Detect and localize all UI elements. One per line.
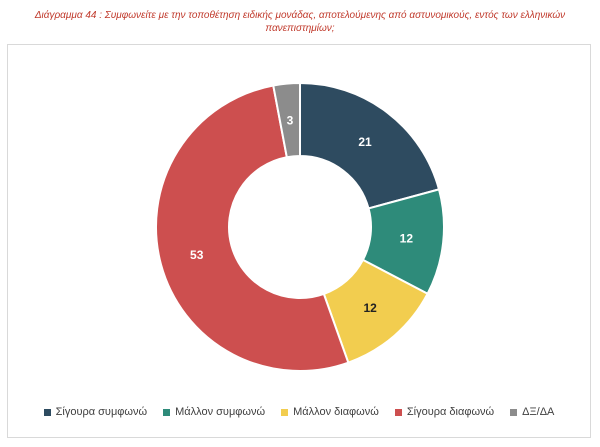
donut-slice bbox=[299, 81, 441, 210]
data-label: 53 bbox=[190, 248, 204, 262]
legend-item: Μάλλον διαφωνώ bbox=[281, 406, 379, 418]
legend-swatch bbox=[43, 408, 51, 416]
legend-swatch bbox=[281, 408, 289, 416]
legend-label: Σίγουρα διαφωνώ bbox=[406, 406, 495, 418]
legend-swatch bbox=[510, 408, 518, 416]
donut-slice bbox=[155, 84, 350, 372]
chart-legend: Σίγουρα συμφωνώ Μάλλον συμφωνώ Μάλλον διαφ… bbox=[8, 406, 590, 418]
data-label: 21 bbox=[358, 135, 372, 149]
chart-title: Διάγραμμα 44 : Συμφωνείτε με την τοποθέτ… bbox=[34, 10, 566, 34]
chart-area: 21 12 12 53 3 Σίγουρα συμφωνώ Μάλλον συμφωνώ Μ… bbox=[7, 44, 591, 438]
data-label: 12 bbox=[400, 232, 414, 246]
legend-swatch bbox=[394, 408, 402, 416]
legend-label: Μάλλον διαφωνώ bbox=[293, 406, 379, 418]
donut-slice bbox=[272, 81, 301, 159]
legend-item: Σίγουρα συμφωνώ bbox=[43, 406, 148, 418]
legend-swatch bbox=[163, 408, 171, 416]
legend-item: ΔΞ/ΔΑ bbox=[510, 406, 554, 418]
legend-label: Μάλλον συμφωνώ bbox=[175, 406, 266, 418]
legend-item: Σίγουρα διαφωνώ bbox=[394, 406, 495, 418]
data-label: 12 bbox=[364, 301, 378, 315]
legend-item: Μάλλον συμφωνώ bbox=[163, 406, 265, 418]
donut-chart: 21 12 12 53 3 bbox=[155, 81, 445, 372]
data-label: 3 bbox=[287, 113, 294, 127]
legend-label: ΔΞ/ΔΑ bbox=[522, 406, 555, 418]
legend-label: Σίγουρα συμφωνώ bbox=[55, 406, 148, 418]
